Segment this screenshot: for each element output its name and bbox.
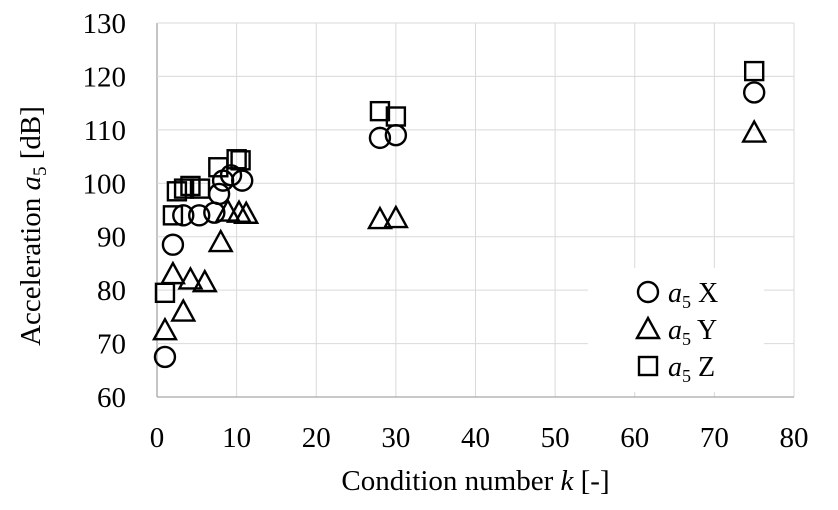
y-tick-label: 60 xyxy=(97,382,126,414)
legend-label-z: a5 Z xyxy=(668,352,715,386)
data-point-triangle xyxy=(207,228,234,253)
x-tick-label: 0 xyxy=(150,422,165,454)
x-tick-label: 60 xyxy=(620,422,649,454)
y-tick-label: 130 xyxy=(83,8,127,40)
data-point-circle xyxy=(742,81,766,104)
data-point-triangle xyxy=(741,119,768,143)
x-axis-title: Condition number k [-] xyxy=(341,465,609,497)
x-tick-label: 30 xyxy=(381,422,410,454)
y-axis-title: Acceleration a5 [dB] xyxy=(15,106,51,346)
data-point-circle xyxy=(368,126,392,150)
legend-background xyxy=(588,268,764,392)
data-point-triangle xyxy=(366,205,393,230)
data-point-circle xyxy=(161,233,185,256)
data-point-square xyxy=(230,150,251,171)
data-point-circle xyxy=(172,204,195,227)
x-tick-label: 10 xyxy=(222,422,251,454)
data-point-square xyxy=(154,282,176,304)
y-tick-label: 100 xyxy=(83,168,127,200)
data-point-circle xyxy=(188,204,211,227)
data-point-triangle xyxy=(177,265,204,290)
data-point-triangle xyxy=(233,200,260,224)
data-point-square xyxy=(385,106,407,127)
y-tick-label: 90 xyxy=(97,222,126,254)
x-tick-label: 80 xyxy=(780,422,809,454)
data-point-triangle xyxy=(151,316,178,341)
y-tick-label: 110 xyxy=(84,115,126,147)
data-point-circle xyxy=(153,345,177,369)
data-point-square xyxy=(369,100,391,122)
x-tick-label: 20 xyxy=(302,422,331,454)
legend-label-y: a5 Y xyxy=(668,315,717,349)
data-point-square xyxy=(166,181,188,202)
data-point-circle xyxy=(230,169,254,192)
legend-marker-circle xyxy=(636,280,660,304)
data-point-square xyxy=(173,178,195,199)
data-point-triangle xyxy=(159,260,186,285)
data-point-square xyxy=(162,205,184,226)
data-point-triangle xyxy=(170,298,197,322)
data-point-square xyxy=(743,60,765,82)
data-point-square xyxy=(189,178,211,199)
legend-label-x: a5 X xyxy=(668,278,718,312)
y-tick-label: 70 xyxy=(97,329,126,361)
x-tick-label: 70 xyxy=(700,422,729,454)
y-tick-label: 120 xyxy=(83,61,127,93)
legend-marker-square xyxy=(637,355,659,377)
legend-marker-triangle xyxy=(634,315,662,340)
y-tick-label: 80 xyxy=(97,275,126,307)
data-point-circle xyxy=(207,182,231,206)
x-tick-label: 50 xyxy=(541,422,570,454)
data-point-triangle xyxy=(191,268,218,293)
x-tick-label: 40 xyxy=(461,422,490,454)
data-point-triangle xyxy=(382,204,409,229)
